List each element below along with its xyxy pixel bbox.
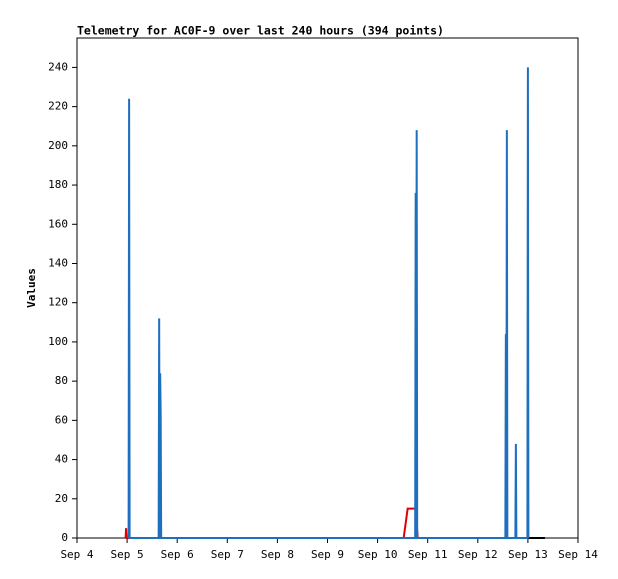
y-tick-label: 140 — [48, 256, 68, 269]
y-tick-label: 220 — [48, 100, 68, 113]
x-tick-label: Sep 10 — [358, 548, 398, 561]
x-tick-label: Sep 13 — [508, 548, 548, 561]
x-tick-label: Sep 11 — [408, 548, 448, 561]
y-axis-label: Values — [25, 268, 38, 308]
x-tick-label: Sep 8 — [261, 548, 294, 561]
x-tick-label: Sep 7 — [211, 548, 244, 561]
x-tick-label: Sep 14 — [558, 548, 598, 561]
y-tick-label: 120 — [48, 296, 68, 309]
x-tick-label: Sep 9 — [311, 548, 344, 561]
chart-title: Telemetry for AC0F-9 over last 240 hours… — [77, 24, 444, 38]
x-tick-label: Sep 5 — [111, 548, 144, 561]
y-tick-label: 40 — [55, 453, 68, 466]
y-tick-label: 200 — [48, 139, 68, 152]
y-tick-label: 100 — [48, 335, 68, 348]
x-tick-label: Sep 6 — [161, 548, 194, 561]
y-tick-label: 60 — [55, 413, 68, 426]
x-tick-label: Sep 4 — [60, 548, 93, 561]
y-tick-label: 20 — [55, 492, 68, 505]
y-tick-label: 0 — [61, 531, 68, 544]
y-tick-label: 80 — [55, 374, 68, 387]
series-line — [127, 67, 530, 539]
y-tick-label: 180 — [48, 178, 68, 191]
x-tick-label: Sep 12 — [458, 548, 498, 561]
y-tick-label: 160 — [48, 217, 68, 230]
y-tick-label: 240 — [48, 60, 68, 73]
